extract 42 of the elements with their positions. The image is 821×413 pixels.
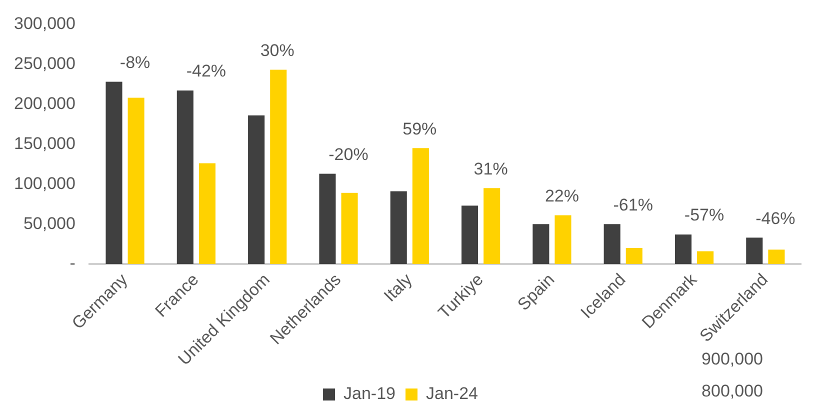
text: 800,000 [702,382,763,401]
annotation: -57% [684,206,724,225]
bar [390,191,407,264]
bar [697,251,714,264]
bar [674,234,692,264]
bar [106,82,122,264]
bar [604,224,620,264]
y-tick-label: 300,000 [14,14,76,33]
bar [248,115,265,264]
y-tick-label: 50,000 [23,214,76,233]
bar [128,98,144,264]
annotation: 30% [260,40,294,60]
bar [319,174,336,264]
annotation: -42% [186,62,226,81]
legend-label: Jan-19 [344,384,396,404]
bar [412,148,429,264]
legend-label: Jan-24 [426,384,478,404]
x-tick-label: Italy [380,270,416,306]
y-tick-label: 250,000 [14,54,76,73]
text: 900,000 [702,350,763,369]
annotation: -20% [328,144,368,164]
annotation: -46% [756,208,796,228]
annotation: 31% [474,159,508,178]
bar [484,188,500,264]
y-tick-label: 100,000 [14,174,76,193]
bar [198,163,216,264]
bar [746,238,763,264]
bar [176,90,194,264]
y-tick-label: 200,000 [14,94,76,113]
bar [768,250,785,264]
annotation: 22% [544,186,579,206]
bar [341,192,358,264]
y-tick-label: - [70,254,76,273]
bar [554,215,572,264]
bar [462,206,478,264]
annotation: -61% [613,195,653,214]
bar [270,70,287,264]
annotation: 59% [402,119,437,138]
bar [626,248,642,264]
bar [532,224,550,264]
annotation: -8% [120,52,150,72]
y-tick-label: 150,000 [14,134,76,153]
